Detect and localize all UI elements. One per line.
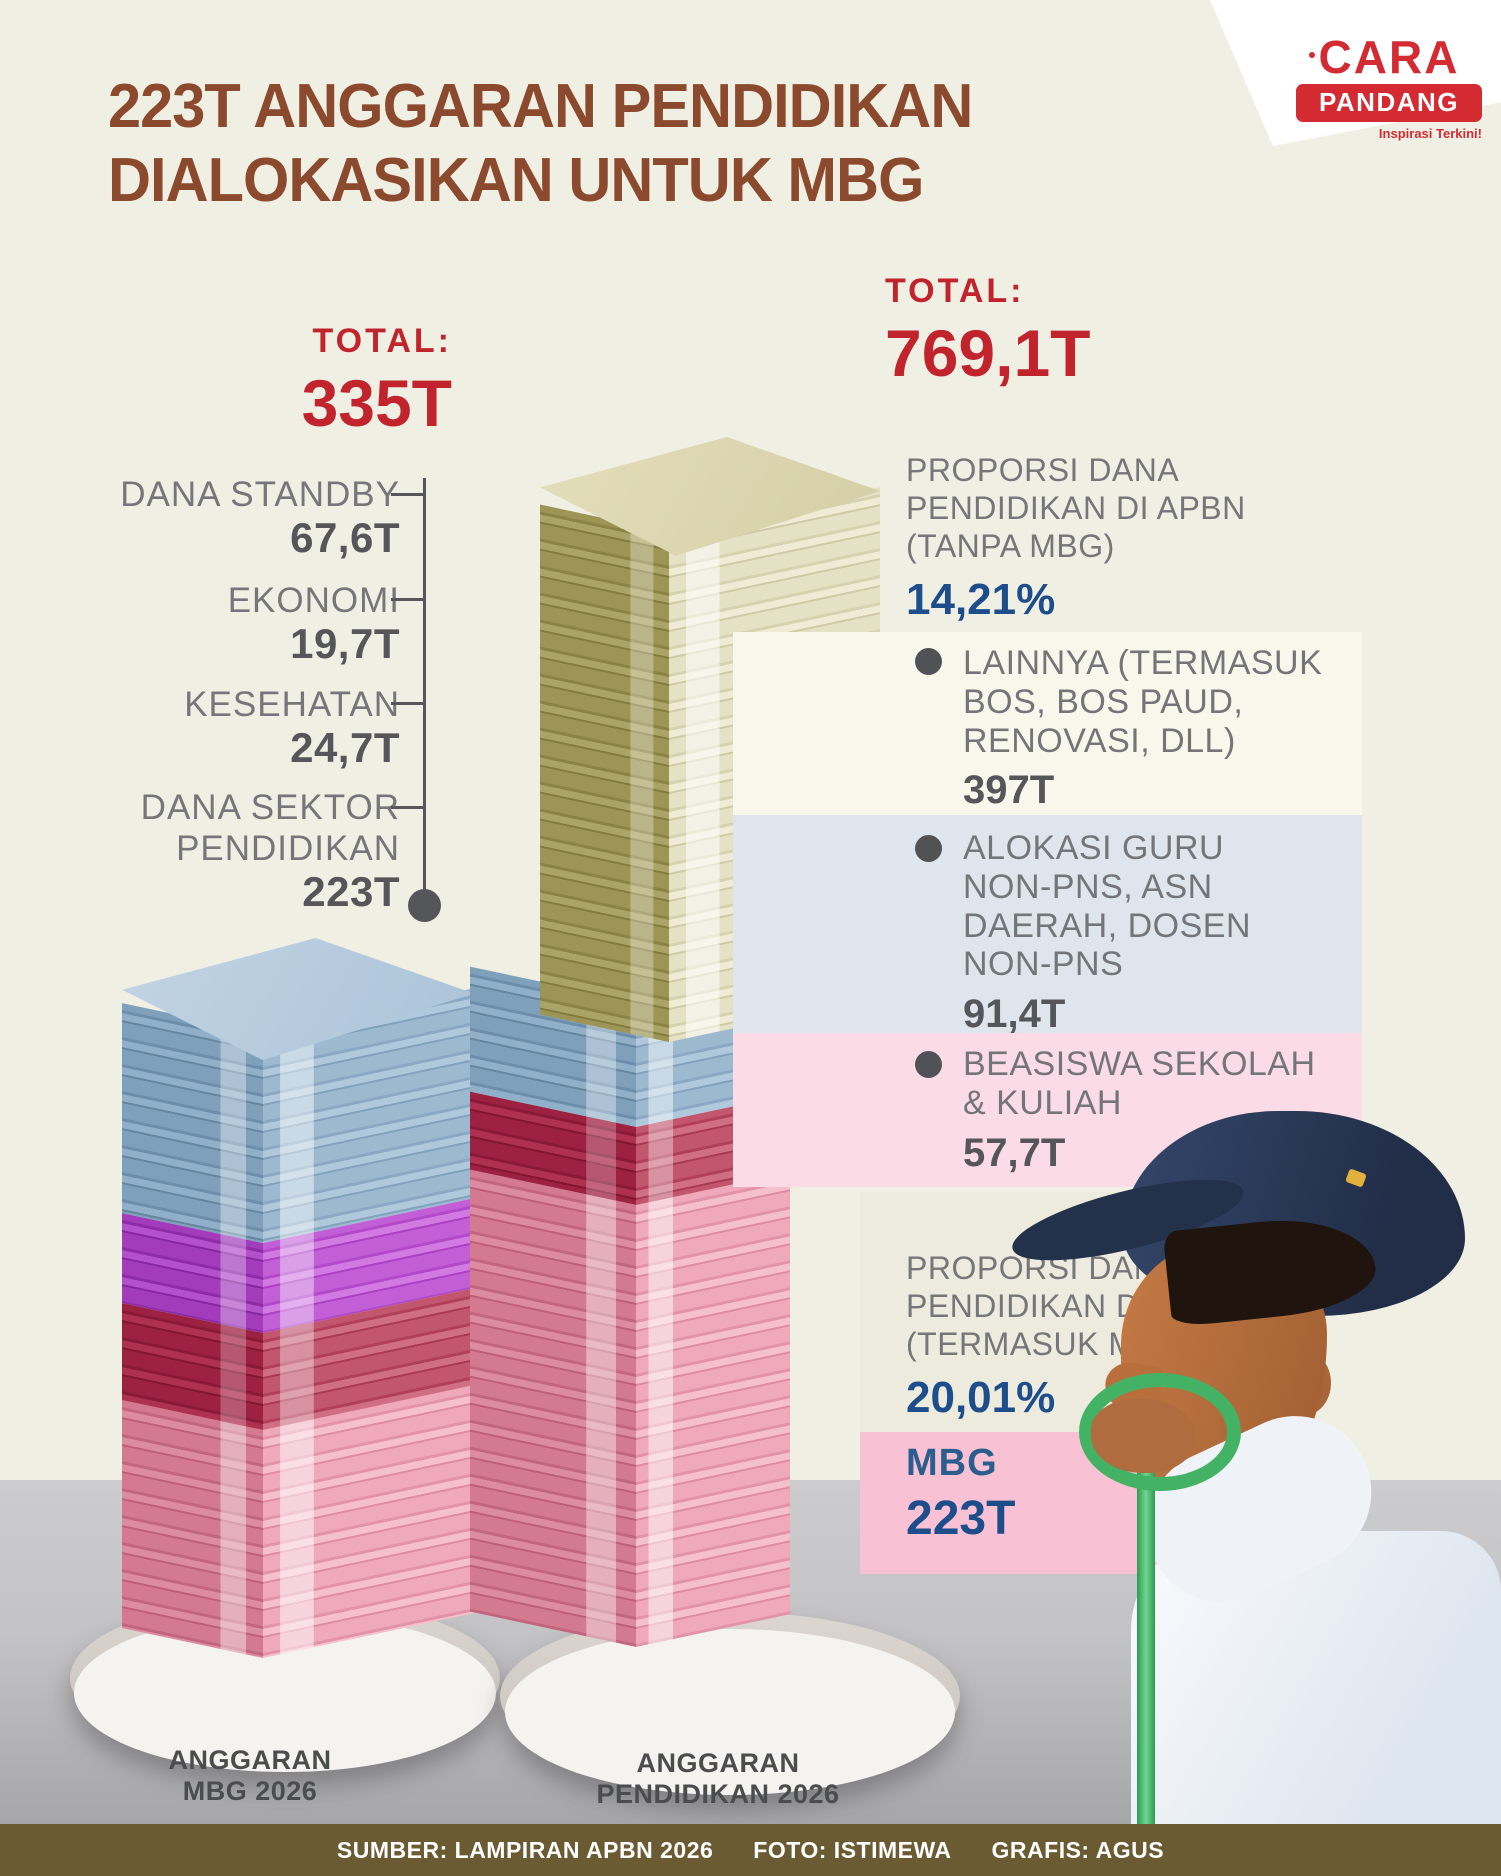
mbg-total-value: 335T [301, 366, 452, 440]
green-strap [1137, 1405, 1155, 1876]
title-line-2: DIALOKASIKAN UNTUK MBG [108, 146, 924, 216]
footer-graphic-credit: GRAFIS: AGUS [991, 1836, 1165, 1863]
proporsi-tanpa-mbg-value: 14,21% [906, 575, 1056, 625]
connector-dot [408, 889, 441, 922]
hand [1091, 1399, 1195, 1473]
pendidikan-total-value: 769,1T [885, 316, 1091, 390]
mbg-total-label: TOTAL: [312, 322, 452, 360]
breakdown-block-lainnya: LAINNYA (TERMASUK BOS, BOS PAUD, RENOVAS… [733, 632, 1362, 815]
stack-segment-maroon [122, 1288, 474, 1430]
caption-anggaran-mbg: ANGGARAN MBG 2026 [168, 1745, 332, 1807]
logo-tagline: Inspirasi Terkini! [1378, 126, 1482, 141]
stack-segment-pink [470, 1169, 790, 1647]
stack-segment-blue [122, 988, 474, 1243]
plate-right [500, 1612, 960, 1796]
list-item: KESEHATAN [184, 685, 400, 724]
meal-tray-row [1003, 1555, 1319, 1637]
footer-credit-bar: SUMBER: LAMPIRAN APBN 2026 FOTO: ISTIMEW… [0, 1824, 1501, 1876]
logo-wordmark-box: PANDANG [1296, 84, 1482, 122]
logo-eye-icon [1305, 48, 1320, 63]
pendidikan-total-label: TOTAL: [885, 272, 1025, 310]
list-item-value: 67,6T [290, 514, 400, 561]
bullet-icon [915, 648, 942, 675]
list-item: EKONOMI [227, 581, 400, 620]
connector-tick [391, 806, 424, 809]
breakdown-block-alokasi-guru: ALOKASI GURU NON-PNS, ASN DAERAH, DOSEN … [733, 815, 1362, 1036]
connector-tick [391, 598, 424, 601]
stack-segment-pink [122, 1385, 474, 1658]
mbg-total-group: TOTAL: 335T [180, 322, 452, 441]
list-item-value: 223T [302, 868, 400, 915]
page-title: 223T ANGGARAN PENDIDIKAN DIALOKASIKAN UN… [108, 70, 973, 219]
title-line-1: 223T ANGGARAN PENDIDIKAN [108, 72, 973, 141]
footer-source: SUMBER: LAMPIRAN APBN 2026 [336, 1836, 714, 1863]
brand-logo: CARA PANDANG Inspirasi Terkini! [1296, 34, 1482, 141]
list-item-value: 24,7T [290, 724, 400, 771]
connector-line [423, 478, 426, 906]
list-item: DANA STANDBY [120, 475, 400, 514]
logo-wordmark: CARA [1296, 34, 1482, 80]
proporsi-termasuk-mbg-value: 20,01% [906, 1373, 1056, 1423]
meal-tray-row [995, 1731, 1329, 1813]
bullet-icon [915, 835, 942, 862]
connector-tick [391, 493, 424, 496]
pendidikan-total-group: TOTAL: 769,1T [885, 272, 1205, 391]
connector-tick [391, 702, 424, 705]
list-item: DANA SEKTOR PENDIDIKAN [140, 788, 400, 869]
bullet-icon [915, 1051, 942, 1078]
meal-tray-row [995, 1643, 1325, 1725]
proporsi-tanpa-mbg: PROPORSI DANA PENDIDIKAN DI APBN (TANPA … [906, 452, 1246, 625]
caption-anggaran-pendidikan: ANGGARAN PENDIDIKAN 2026 [596, 1748, 840, 1810]
student-photo [995, 1105, 1501, 1876]
stack-segment-purple [122, 1198, 474, 1333]
footer-photo-credit: FOTO: ISTIMEWA [753, 1836, 952, 1863]
list-item-value: 19,7T [290, 620, 400, 667]
